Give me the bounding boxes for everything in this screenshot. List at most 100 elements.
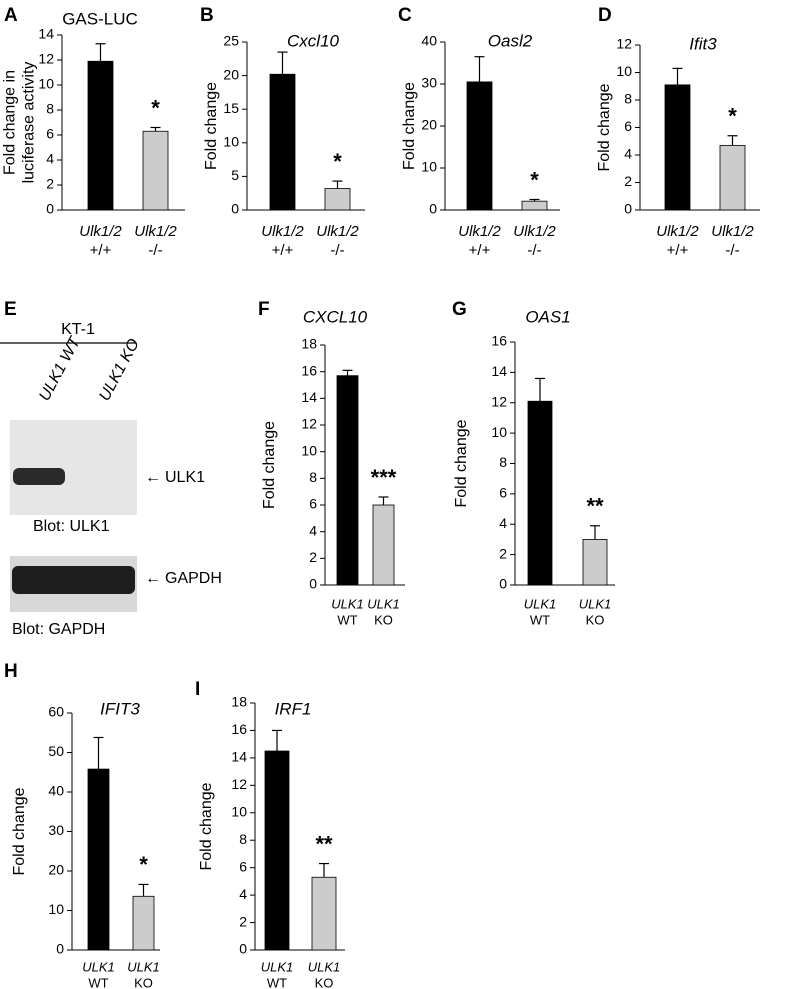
y-tick-label: 14 <box>38 26 54 42</box>
error-bar <box>319 862 329 878</box>
y-tick-label: 50 <box>48 743 64 759</box>
x-tick-label: Ulk1/2 <box>134 223 177 240</box>
chart-panel: B Cxcl10 Fold change 0 5 10 15 20 25 Ulk1/2 +/+ Ulk… <box>200 5 365 259</box>
y-tick-label: 15 <box>223 100 239 116</box>
x-tick-label: -/- <box>725 242 739 259</box>
x-tick-label: +/+ <box>469 242 491 259</box>
x-tick-label: +/+ <box>90 242 112 259</box>
error-bar <box>93 736 104 770</box>
x-tick-label: -/- <box>330 242 344 259</box>
significance: * <box>151 95 160 120</box>
y-tick-label: 2 <box>309 549 317 565</box>
y-tick-label: 30 <box>421 75 437 91</box>
panel-letter: C <box>398 5 412 26</box>
y-axis-label: Fold change <box>596 83 613 171</box>
significance: ** <box>315 831 333 856</box>
y-tick-label: 2 <box>239 913 247 929</box>
x-tick-label: +/+ <box>667 242 689 259</box>
blot-image <box>10 420 137 515</box>
error-bar <box>727 135 738 146</box>
y-tick-label: 8 <box>624 91 632 107</box>
y-tick-label: 0 <box>239 941 247 957</box>
y-tick-label: 10 <box>301 442 317 458</box>
arrow: ← <box>145 570 161 587</box>
lane-label: ULK1 WT <box>36 334 84 404</box>
band <box>13 468 65 485</box>
x-tick-label: WT <box>337 612 357 627</box>
significance: * <box>530 167 539 192</box>
x-tick-label: WT <box>530 612 550 627</box>
y-tick-label: 12 <box>301 416 317 432</box>
y-tick-label: 4 <box>239 886 247 902</box>
chart-title: IFIT3 <box>100 699 140 718</box>
x-tick-label: +/+ <box>272 242 294 259</box>
x-tick-label: Ulk1/2 <box>458 223 501 240</box>
bar <box>466 81 493 211</box>
y-tick-label: 4 <box>309 522 317 538</box>
y-axis-label: Fold change <box>401 82 418 170</box>
y-tick-label: 30 <box>48 822 64 838</box>
error-bar <box>272 729 282 752</box>
y-axis-label: Fold change in <box>2 70 19 175</box>
chart-title: CXCL10 <box>303 307 368 326</box>
y-tick-label: 14 <box>231 749 247 765</box>
y-tick-label: 2 <box>46 176 54 192</box>
y-tick-label: 20 <box>421 117 437 133</box>
panel-letter: I <box>195 679 200 700</box>
x-tick-label: Ulk1/2 <box>513 223 556 240</box>
x-tick-label: KO <box>586 612 605 627</box>
y-tick-label: 10 <box>223 134 239 150</box>
x-tick-label: KO <box>134 975 153 989</box>
chart-title: Ifit3 <box>689 34 717 53</box>
error-bar <box>474 56 485 82</box>
bar <box>372 504 395 586</box>
error-bar <box>378 496 389 505</box>
significance: * <box>139 852 148 877</box>
panel-letter: F <box>258 299 270 320</box>
y-tick-label: 16 <box>231 721 247 737</box>
y-tick-label: 10 <box>616 63 632 79</box>
bar <box>582 539 608 586</box>
chart-panel: C Oasl2 Fold change 0 10 20 30 40 Ulk1/2 +/+ Ulk1/… <box>398 5 560 259</box>
error-bar <box>342 369 353 376</box>
significance: * <box>728 104 737 129</box>
chart-panel: A GAS-LUC Fold change in luciferase activit… <box>2 5 185 259</box>
x-tick-label: Ulk1/2 <box>79 223 122 240</box>
bar <box>311 876 337 951</box>
y-tick-label: 0 <box>624 201 632 217</box>
chart-title: IRF1 <box>275 699 312 718</box>
y-tick-label: 12 <box>38 51 54 67</box>
chart-panel: D Ifit3 Fold change 0 2 4 6 8 10 12 Ulk1/2 +/+ Ulk1/… <box>596 5 760 259</box>
y-axis-label: Fold change <box>203 82 220 170</box>
x-tick-label: ULK1 <box>331 596 364 611</box>
y-tick-label: 12 <box>616 36 632 52</box>
bar <box>527 400 553 586</box>
y-tick-label: 20 <box>223 66 239 82</box>
panel-letter: A <box>4 5 18 26</box>
y-tick-label: 12 <box>231 776 247 792</box>
panel-letter: B <box>200 5 214 26</box>
x-tick-label: ULK1 <box>579 596 612 611</box>
panel-letter: E <box>4 299 17 320</box>
y-axis-label: Fold change <box>11 787 28 875</box>
x-tick-label: -/- <box>148 242 162 259</box>
y-tick-label: 8 <box>46 101 54 117</box>
x-tick-label: Ulk1/2 <box>711 223 754 240</box>
y-tick-label: 6 <box>309 496 317 512</box>
y-tick-label: 6 <box>239 858 247 874</box>
x-tick-label: WT <box>88 975 108 989</box>
x-tick-label: -/- <box>527 242 541 259</box>
y-tick-label: 6 <box>46 126 54 142</box>
y-tick-label: 4 <box>46 151 54 167</box>
band-label: ULK1 <box>165 469 205 486</box>
y-tick-label: 10 <box>48 901 64 917</box>
y-tick-label: 8 <box>499 454 507 470</box>
y-axis-label: Fold change <box>261 421 278 509</box>
y-tick-label: 0 <box>56 941 64 957</box>
blot-panel: E KT-1 ULK1 WT ULK1 KO ← ULK1 Blot: ULK1… <box>0 299 222 638</box>
y-tick-label: 4 <box>499 515 507 531</box>
y-axis-label: Fold change <box>453 419 470 507</box>
x-tick-label: ULK1 <box>127 959 160 974</box>
